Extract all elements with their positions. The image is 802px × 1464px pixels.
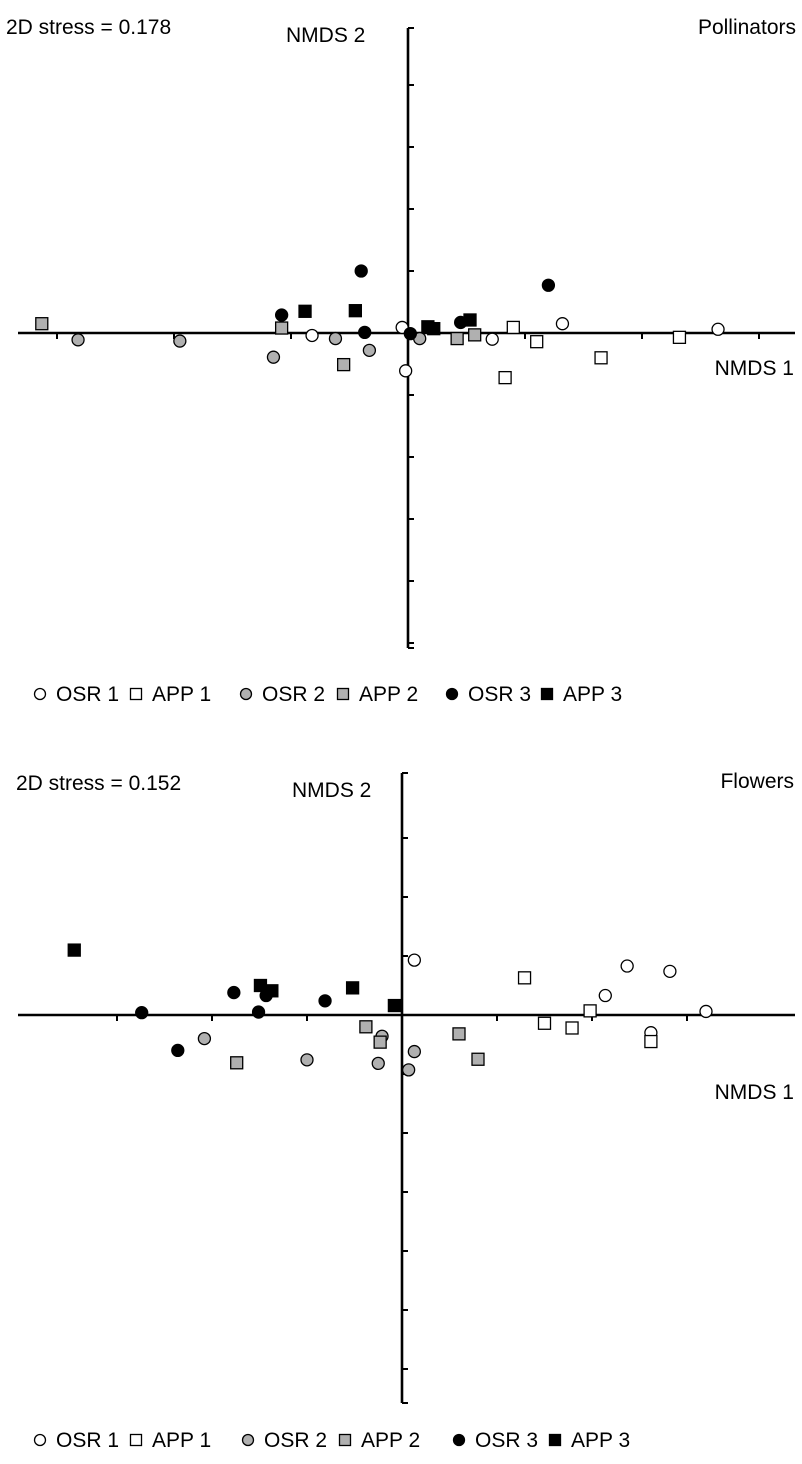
point-app-2 <box>450 331 464 346</box>
panel-title: Flowers <box>720 770 794 793</box>
legend-marker-app-3 <box>540 687 554 701</box>
point-app-2 <box>468 328 482 342</box>
legend-marker-osr-1 <box>33 1433 47 1447</box>
point-app-1 <box>517 971 532 985</box>
point-osr-2 <box>362 343 377 358</box>
x-axis-label: NMDS 1 <box>715 357 794 380</box>
legend-label-app-3: APP 3 <box>563 683 622 706</box>
y-axis-label: NMDS 2 <box>292 779 371 802</box>
point-app-1 <box>537 1016 552 1030</box>
point-app-2 <box>471 1052 485 1066</box>
point-osr-3 <box>227 985 241 1000</box>
legend-marker-osr-2 <box>241 1433 255 1447</box>
stress-label: 2D stress = 0.178 <box>6 16 171 39</box>
y-axis-label: NMDS 2 <box>286 24 365 47</box>
legend-label-app-2: APP 2 <box>359 683 418 706</box>
legend-marker-osr-3 <box>445 687 459 701</box>
legend-marker-osr-3 <box>452 1433 466 1447</box>
point-app-3 <box>348 304 363 318</box>
point-osr-3 <box>135 1005 149 1020</box>
legend-label-app-1: APP 1 <box>152 1429 211 1452</box>
point-app-2 <box>336 357 351 372</box>
legend-label-app-2: APP 2 <box>361 1429 420 1452</box>
legend-label-osr-2: OSR 2 <box>264 1429 327 1452</box>
point-app-3 <box>265 984 279 998</box>
point-osr-3 <box>318 994 332 1008</box>
legend-marker-app-1 <box>129 687 143 701</box>
point-osr-3 <box>354 264 368 278</box>
point-app-3 <box>298 304 312 318</box>
point-osr-2 <box>328 331 343 346</box>
point-app-3 <box>463 313 477 327</box>
point-osr-2 <box>401 1063 416 1077</box>
legend-label-osr-1: OSR 1 <box>56 1429 119 1452</box>
data-points <box>67 943 713 1077</box>
point-app-1 <box>594 351 608 365</box>
legend: OSR 1 APP 1 OSR 2 APP 2 OSR 3 APP 3 <box>33 1429 630 1452</box>
legend-label-osr-2: OSR 2 <box>262 683 325 706</box>
legend-marker-app-2 <box>338 1433 352 1447</box>
point-osr-2 <box>71 333 85 347</box>
legend-marker-app-1 <box>129 1433 143 1447</box>
legend-marker-app-2 <box>336 687 350 701</box>
legend-label-osr-1: OSR 1 <box>56 683 119 706</box>
panel-title: Pollinators <box>698 16 796 39</box>
point-osr-3 <box>541 278 556 292</box>
point-osr-1 <box>711 322 725 336</box>
legend-label-app-1: APP 1 <box>152 683 211 706</box>
point-osr-1 <box>620 959 634 973</box>
point-osr-1 <box>399 364 413 378</box>
point-app-2 <box>452 1027 466 1041</box>
point-app-1 <box>506 320 520 335</box>
point-app-1 <box>530 335 544 349</box>
point-osr-1 <box>699 1004 713 1019</box>
point-osr-1 <box>407 953 422 967</box>
point-osr-2 <box>300 1053 314 1067</box>
point-osr-2 <box>197 1031 212 1046</box>
point-app-2 <box>230 1056 244 1070</box>
point-app-1 <box>672 330 687 344</box>
point-osr-3 <box>171 1043 185 1058</box>
point-osr-1 <box>485 332 499 346</box>
point-osr-2 <box>371 1056 385 1071</box>
legend: OSR 1 APP 1 OSR 2 APP 2 OSR 3 APP 3 <box>33 683 622 706</box>
legend-marker-osr-1 <box>33 687 47 701</box>
pollinators-panel: 2D stress = 0.178 NMDS 2 Pollinators NMD… <box>6 16 796 706</box>
point-osr-3 <box>251 1005 266 1019</box>
legend-label-osr-3: OSR 3 <box>468 683 531 706</box>
point-osr-2 <box>266 350 281 364</box>
legend-label-osr-3: OSR 3 <box>475 1429 538 1452</box>
point-osr-2 <box>407 1044 422 1059</box>
point-app-2 <box>35 317 49 331</box>
point-app-3 <box>253 978 268 993</box>
legend-label-app-3: APP 3 <box>571 1429 630 1452</box>
x-axis-label: NMDS 1 <box>715 1081 794 1104</box>
point-app-2 <box>274 321 289 335</box>
point-app-1 <box>644 1034 658 1049</box>
point-app-1 <box>498 370 512 385</box>
data-points <box>35 264 725 385</box>
point-app-3 <box>67 943 81 957</box>
stress-label: 2D stress = 0.152 <box>16 772 181 795</box>
legend-marker-osr-2 <box>239 687 253 701</box>
point-app-1 <box>583 1004 597 1018</box>
axes <box>18 772 795 1404</box>
point-osr-1 <box>555 317 570 331</box>
point-osr-1 <box>663 964 677 978</box>
point-app-2 <box>373 1035 387 1049</box>
point-osr-3 <box>403 326 417 341</box>
flowers-panel: 2D stress = 0.152 NMDS 2 Flowers NMDS 1 … <box>16 770 795 1452</box>
point-app-3 <box>345 981 360 995</box>
legend-marker-app-3 <box>548 1433 562 1447</box>
point-osr-1 <box>598 988 612 1003</box>
point-app-3 <box>387 998 402 1013</box>
point-app-1 <box>565 1021 579 1035</box>
point-app-3 <box>427 322 441 336</box>
point-osr-3 <box>358 325 372 340</box>
point-osr-1 <box>305 328 319 343</box>
point-osr-2 <box>173 334 187 348</box>
point-osr-3 <box>274 308 289 322</box>
point-app-2 <box>359 1020 373 1034</box>
